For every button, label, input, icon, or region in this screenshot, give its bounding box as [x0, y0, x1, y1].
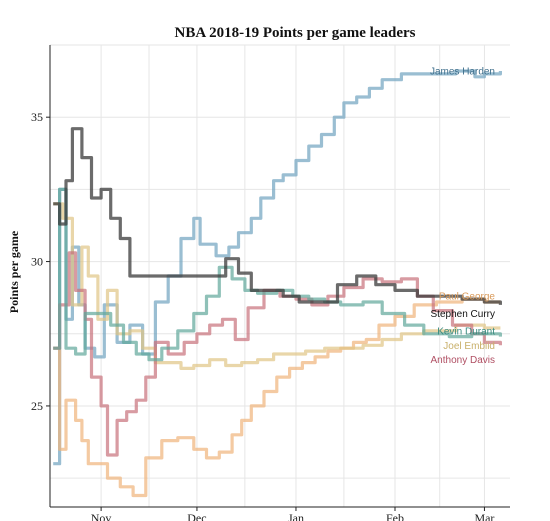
end-label-kevin-durant: Kevin Durant: [437, 326, 495, 337]
series-line-kevin-durant: [53, 187, 502, 362]
x-tick-label: Jan: [288, 511, 304, 521]
series-line-anthony-davis: [53, 251, 502, 457]
x-tick-label: Nov: [91, 511, 112, 521]
series-line-stephen-curry: [53, 202, 501, 370]
y-tick-label: 35: [31, 110, 43, 124]
chart-title: NBA 2018-19 Points per game leaders: [175, 25, 416, 41]
series-end-labels: James Harden Paul George Stephen Curry Kevi…: [430, 66, 495, 366]
series-line-paul-george: [53, 297, 501, 498]
x-tick-label: Mar: [474, 511, 494, 521]
x-tick-label: Dec: [187, 511, 206, 521]
end-label-joel-embiid: Joel Embiid: [443, 341, 495, 352]
end-label-james-harden: James Harden: [430, 66, 495, 77]
plot-area: 25 30 35 Nov Dec Jan Feb Mar James Harden Paul Ge…: [31, 44, 510, 521]
end-label-stephen-curry: Stephen Curry: [431, 309, 495, 320]
y-axis-label: Points per game: [7, 230, 21, 313]
y-tick-label: 25: [31, 399, 43, 413]
x-tick-label: Feb: [386, 511, 404, 521]
end-label-anthony-davis: Anthony Davis: [431, 355, 495, 366]
y-tick-label: 30: [31, 255, 43, 269]
gridlines: [49, 44, 510, 507]
series-lines: [53, 69, 502, 498]
series-line-james-harden: [53, 69, 502, 466]
series-line-joel-embiid: [53, 127, 502, 305]
end-label-paul-george: Paul George: [439, 292, 496, 303]
